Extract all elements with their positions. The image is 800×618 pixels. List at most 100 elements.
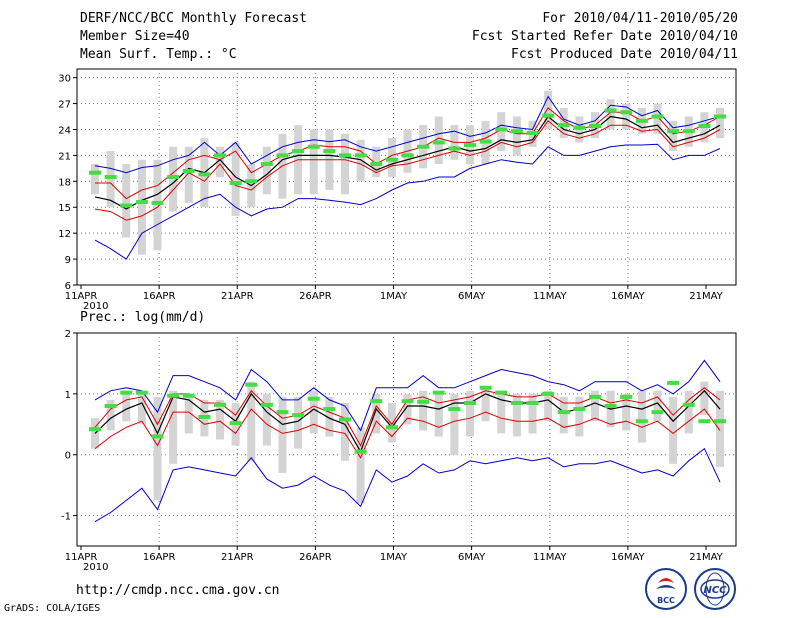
temp-observed-mark	[698, 124, 711, 129]
prec-observed-mark	[604, 404, 617, 409]
prec-spread-box	[403, 393, 412, 425]
temp-observed-mark	[401, 153, 414, 158]
prec-line-min	[94, 447, 721, 523]
temp-spread-box	[559, 107, 568, 139]
ncc-logo: NCC	[694, 568, 736, 610]
temp-observed-mark	[620, 110, 633, 115]
prec-ytick-label: 1	[65, 390, 71, 401]
prec-spread-box	[637, 390, 646, 443]
prec-observed-mark	[89, 427, 101, 432]
prec-observed-mark	[698, 419, 711, 424]
prec-spread-box	[341, 402, 349, 461]
temp-observed-mark	[542, 113, 555, 118]
temp-line-lower	[94, 120, 721, 221]
temp-observed-mark	[573, 125, 586, 130]
temp-spread-box	[434, 116, 443, 165]
temp-spread-box	[544, 90, 553, 130]
prec-spread-box	[700, 381, 709, 416]
prec-spread-box	[91, 418, 99, 449]
temp-observed-mark	[604, 108, 617, 113]
prec-line-max	[94, 359, 721, 432]
prec-observed-mark	[651, 410, 664, 415]
bcc-logo: BCC	[645, 568, 687, 610]
temp-observed-mark	[120, 203, 133, 208]
prec-spread-box	[450, 393, 459, 455]
bcc-logo-text: BCC	[657, 596, 675, 605]
prec-observed-mark	[417, 399, 430, 404]
ncc-logo-text: NCC	[703, 585, 727, 596]
prec-spread-box	[325, 396, 334, 437]
member-size: Member Size=40	[80, 29, 190, 44]
temp-spread-box	[169, 146, 178, 212]
temp-observed-mark	[448, 146, 461, 151]
temp-spread-box	[372, 146, 381, 177]
temp-ytick-label: 9	[65, 255, 71, 266]
temp-line-mean	[94, 115, 721, 210]
prec-spread-box	[497, 390, 506, 434]
prec-spread-box	[653, 390, 662, 422]
prec-spread-box	[169, 390, 178, 464]
temp-observed-mark	[276, 153, 289, 158]
temp-ytick-label: 30	[58, 74, 71, 85]
prec-spread-box	[294, 396, 303, 449]
temp-spread-box	[216, 146, 224, 177]
forecast-range: For 2010/04/11-2010/05/20	[542, 11, 738, 26]
temp-ytick-label: 6	[65, 281, 71, 292]
prec-spread-box	[137, 390, 146, 425]
prec-spread-box	[544, 390, 553, 422]
temp-ytick-label: 27	[58, 100, 71, 111]
prec-spread-box	[216, 399, 224, 440]
prec-xtick-label: 21APR	[221, 552, 254, 563]
prec-observed-mark	[370, 399, 383, 404]
temp-spread-box	[231, 142, 240, 216]
temp-xtick-label: 26APR	[299, 291, 332, 302]
temp-spread-box	[512, 116, 521, 156]
temp-xtick-label: 6MAY	[458, 291, 486, 302]
prec-spread-box	[684, 390, 693, 434]
prec-observed-mark	[292, 413, 305, 418]
temp-spread-box	[122, 164, 131, 238]
prec-spread-box	[481, 387, 490, 422]
prec-spread-box	[575, 396, 584, 437]
temp-observed-mark	[135, 200, 148, 205]
prec-observed-mark	[198, 414, 211, 419]
prec-observed-mark	[135, 390, 148, 395]
temp-observed-mark	[432, 140, 445, 145]
prec-spread-box	[122, 390, 131, 422]
temp-ytick-label: 18	[58, 177, 71, 188]
temp-observed-mark	[245, 179, 258, 184]
prec-observed-mark	[339, 417, 351, 422]
start-date: Fcst Started Refer Date 2010/04/10	[471, 29, 738, 44]
prec-observed-mark	[245, 382, 258, 387]
prec-ytick-label: 0	[65, 451, 71, 462]
source-url: http://cmdp.ncc.cma.gov.cn	[76, 583, 280, 598]
prec-ytick-label: -1	[61, 512, 71, 523]
prec-xtick-label: 1MAY	[380, 552, 408, 563]
temp-observed-mark	[417, 144, 430, 149]
temp-spread-box	[356, 139, 365, 182]
temp-observed-mark	[292, 149, 305, 154]
prec-xtick-label: 21MAY	[689, 552, 723, 563]
temp-spread-box	[184, 146, 193, 203]
prec-observed-mark	[667, 380, 680, 385]
prec-xtick-label: 16MAY	[611, 552, 645, 563]
temp-observed-mark	[495, 127, 508, 132]
prec-spread-box	[669, 396, 678, 464]
temp-spread-box	[653, 103, 662, 134]
temp-observed-mark	[589, 124, 601, 129]
temp-observed-mark	[370, 162, 383, 167]
prec-observed-mark	[526, 400, 539, 405]
prec-ytick-label: 2	[65, 329, 71, 340]
temp-observed-mark	[385, 157, 398, 162]
temp-observed-mark	[198, 172, 211, 177]
chart-title: DERF/NCC/BCC Monthly Forecast	[80, 11, 307, 26]
temp-xtick-label: 1MAY	[380, 291, 408, 302]
temp-observed-mark	[151, 200, 164, 205]
prec-spread-box	[716, 390, 724, 467]
prec-observed-mark	[307, 396, 320, 401]
prec-observed-mark	[557, 410, 570, 415]
prec-spread-box	[466, 390, 474, 437]
prec-spread-box	[106, 399, 115, 431]
prec-observed-mark	[714, 419, 726, 424]
prec-line-lower	[94, 408, 721, 459]
